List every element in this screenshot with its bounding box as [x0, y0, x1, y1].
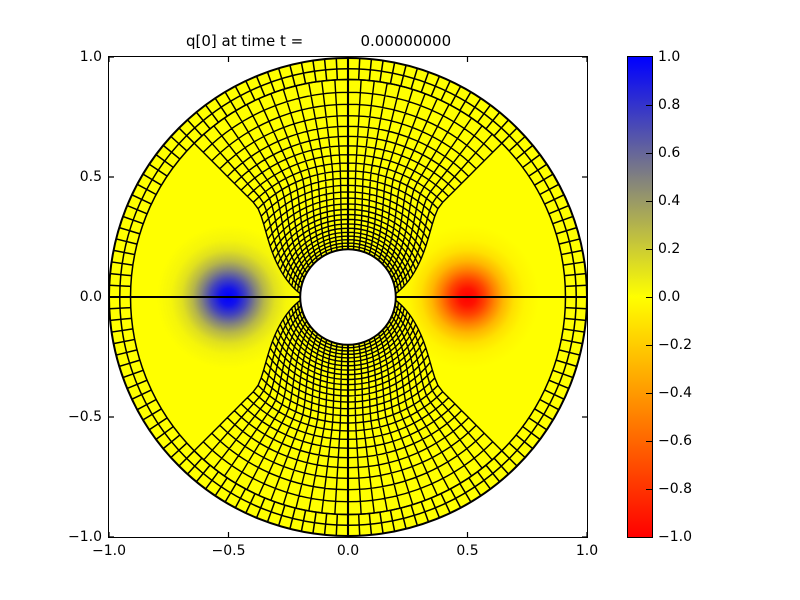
colorbar-tick-label: 0.0	[658, 289, 681, 305]
y-tick-label: −0.5	[68, 409, 102, 425]
colorbar	[627, 56, 653, 538]
y-tick-label: −1.0	[68, 529, 102, 545]
colorbar-tick-label: −0.2	[658, 337, 692, 353]
colorbar-tick-label: 0.6	[658, 145, 681, 161]
x-tick-label: 0.0	[336, 543, 360, 559]
colorbar-tick-label: 0.4	[658, 193, 681, 209]
colorbar-tick-label: −0.8	[658, 481, 692, 497]
plot-title: q[0] at time t = 0.00000000	[186, 32, 452, 50]
y-tick-label: 0.5	[79, 169, 102, 185]
colorbar-tick-mark	[646, 297, 652, 298]
axes-area	[108, 56, 588, 538]
plot-svg	[109, 57, 587, 537]
colorbar-tick-label: 0.8	[658, 97, 681, 113]
y-tick-label: 0.0	[79, 289, 102, 305]
colorbar-tick-mark	[646, 105, 652, 106]
y-tick-label: 1.0	[79, 49, 102, 65]
colorbar-tick-mark	[646, 249, 652, 250]
colorbar-tick-label: −1.0	[658, 529, 692, 545]
colorbar-tick-mark	[646, 153, 652, 154]
colorbar-tick-mark	[646, 345, 652, 346]
x-tick-label: 1.0	[575, 543, 599, 559]
colorbar-tick-mark	[646, 393, 652, 394]
colorbar-tick-mark	[646, 441, 652, 442]
x-tick-label: −1.0	[92, 543, 126, 559]
colorbar-tick-label: −0.4	[658, 385, 692, 401]
colorbar-tick-mark	[646, 201, 652, 202]
x-tick-label: 0.5	[456, 543, 479, 559]
colorbar-tick-mark	[646, 489, 652, 490]
colorbar-tick-label: 0.2	[658, 241, 681, 257]
colorbar-tick-label: 1.0	[658, 49, 681, 65]
colorbar-tick-label: −0.6	[658, 433, 692, 449]
x-tick-label: −0.5	[211, 543, 246, 559]
axis-tick-marks	[109, 57, 587, 537]
inner-boundary-circle	[299, 248, 397, 346]
